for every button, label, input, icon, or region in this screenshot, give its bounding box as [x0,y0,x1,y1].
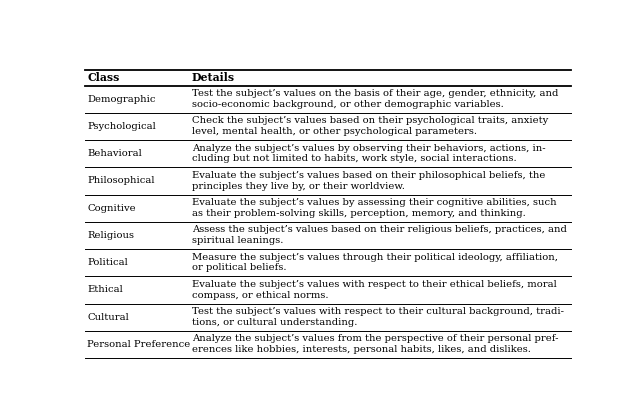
Text: Measure the subject’s values through their political ideology, affiliation,
or p: Measure the subject’s values through the… [192,252,558,272]
Text: Analyze the subject’s values from the perspective of their personal pref-
erence: Analyze the subject’s values from the pe… [192,335,559,354]
Text: Philosophical: Philosophical [88,177,155,185]
Text: Class: Class [88,72,120,84]
Text: Personal Preference: Personal Preference [88,340,191,349]
Text: Check the subject’s values based on their psychological traits, anxiety
level, m: Check the subject’s values based on thei… [192,116,548,136]
Text: Assess the subject’s values based on their religious beliefs, practices, and
spi: Assess the subject’s values based on the… [192,225,567,245]
Text: Political: Political [88,258,128,267]
Text: Ethical: Ethical [88,285,123,295]
Text: Evaluate the subject’s values based on their philosophical beliefs, the
principl: Evaluate the subject’s values based on t… [192,171,545,191]
Text: Test the subject’s values on the basis of their age, gender, ethnicity, and
soci: Test the subject’s values on the basis o… [192,89,558,109]
Text: Behavioral: Behavioral [88,149,142,158]
Text: Evaluate the subject’s values with respect to their ethical beliefs, moral
compa: Evaluate the subject’s values with respe… [192,280,557,300]
Text: Evaluate the subject’s values by assessing their cognitive abilities, such
as th: Evaluate the subject’s values by assessi… [192,198,557,218]
Text: Test the subject’s values with respect to their cultural background, tradi-
tion: Test the subject’s values with respect t… [192,307,564,327]
Text: Demographic: Demographic [88,95,156,104]
Text: Cultural: Cultural [88,313,129,322]
Text: Cognitive: Cognitive [88,204,136,213]
Text: Religious: Religious [88,231,134,240]
Text: Analyze the subject’s values by observing their behaviors, actions, in-
cluding : Analyze the subject’s values by observin… [192,144,545,164]
Text: Details: Details [192,72,235,84]
Text: Psychological: Psychological [88,122,156,131]
